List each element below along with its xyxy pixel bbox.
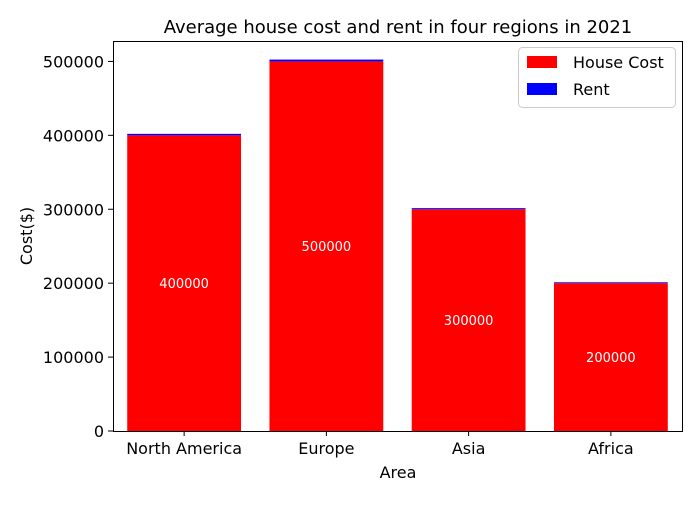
legend-swatch bbox=[527, 56, 557, 68]
y-tick-label: 400000 bbox=[43, 126, 104, 145]
legend: House Cost Rent bbox=[518, 47, 676, 108]
y-tick-label: 100000 bbox=[43, 348, 104, 367]
bar-rent bbox=[411, 208, 526, 210]
bar-rent bbox=[127, 133, 242, 136]
bar-value-label: 300000 bbox=[444, 314, 494, 329]
x-tick-label: Asia bbox=[452, 439, 486, 458]
bar-house-cost bbox=[127, 135, 242, 432]
bar-house-cost bbox=[269, 61, 384, 431]
y-axis-ticks: 0 100000 200000 300000 400000 500000 bbox=[43, 52, 113, 441]
bar-value-label: 500000 bbox=[302, 240, 352, 255]
y-tick-label: 300000 bbox=[43, 200, 104, 219]
bar-house-cost bbox=[411, 209, 526, 431]
bar-value-label: 400000 bbox=[159, 277, 209, 292]
bar-house-cost bbox=[553, 283, 668, 431]
y-axis-label: Cost($) bbox=[17, 207, 36, 265]
legend-swatch bbox=[527, 83, 557, 95]
bar-value-label: 200000 bbox=[586, 351, 636, 366]
y-tick-label: 500000 bbox=[43, 52, 104, 71]
x-tick-label: Europe bbox=[298, 439, 354, 458]
bar-rent bbox=[553, 282, 668, 284]
y-tick-label: 200000 bbox=[43, 274, 104, 293]
x-tick-label: North America bbox=[126, 439, 242, 458]
x-axis-label: Area bbox=[380, 463, 417, 482]
x-tick-label: Africa bbox=[588, 439, 634, 458]
bars-group bbox=[127, 59, 668, 432]
plot-frame bbox=[113, 41, 683, 432]
legend-frame bbox=[518, 47, 676, 108]
bar-rent bbox=[269, 59, 384, 62]
legend-label: House Cost bbox=[573, 53, 664, 72]
bar-labels-group: 400000 500000 300000 200000 bbox=[159, 240, 635, 366]
chart-title: Average house cost and rent in four regi… bbox=[164, 17, 633, 38]
legend-label: Rent bbox=[573, 80, 610, 99]
y-tick-label: 0 bbox=[94, 422, 104, 441]
x-axis-ticks: North America Europe Asia Africa bbox=[126, 431, 634, 458]
